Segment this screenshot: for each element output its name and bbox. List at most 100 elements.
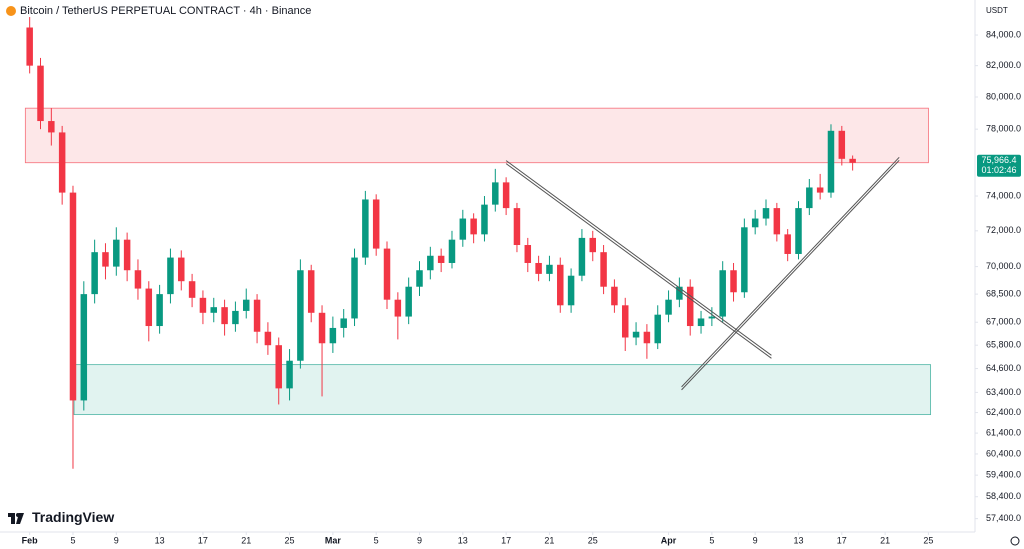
candle-body [686, 286, 694, 327]
currency-label: USDT [986, 6, 1008, 15]
candle-body [751, 218, 759, 228]
candle-body [632, 331, 640, 338]
candle-body [676, 286, 683, 300]
candle-body [502, 182, 510, 209]
candle-body [697, 318, 705, 327]
trend-line [505, 163, 772, 359]
candle-body [264, 331, 272, 346]
candle-body [600, 252, 607, 287]
candle-body [210, 307, 218, 313]
x-tick-label: 25 [285, 535, 295, 545]
candle-body [188, 281, 196, 298]
candle-body [795, 208, 802, 254]
candle-body [134, 270, 142, 289]
candle-body [297, 270, 304, 361]
y-tick-label: 60,400.0 [986, 448, 1021, 458]
candle-body [37, 65, 44, 122]
candle-body [123, 239, 131, 271]
candle-body [113, 239, 120, 267]
y-tick-label: 82,000.0 [986, 60, 1021, 70]
x-tick-label: Mar [325, 535, 342, 545]
candle-body [459, 218, 467, 240]
candle-body [513, 208, 521, 246]
trend-line [505, 160, 772, 356]
y-tick-label: 59,400.0 [986, 470, 1021, 480]
x-tick-label: 17 [501, 535, 511, 545]
trend-line [681, 156, 900, 388]
candle-body [362, 199, 369, 258]
candle-body [741, 227, 748, 293]
candle-body [730, 270, 737, 293]
candle-body [643, 331, 651, 344]
candle-body [329, 327, 337, 344]
candle-body [307, 270, 315, 313]
brand-logo: TradingView [8, 509, 114, 525]
candle-body [405, 286, 412, 317]
candle-body [546, 264, 553, 274]
candle-body [708, 316, 716, 319]
candle-body [762, 208, 770, 219]
zone [73, 364, 932, 416]
candle-body [102, 252, 109, 267]
y-tick-label: 64,600.0 [986, 363, 1021, 373]
x-tick-label: 17 [198, 535, 208, 545]
candle-body [611, 286, 618, 306]
candle-body [286, 360, 293, 389]
candle-body [665, 299, 672, 315]
candle-body [178, 257, 185, 282]
logo-shape [16, 513, 20, 517]
candle-body [253, 299, 261, 332]
x-tick-label: 9 [114, 535, 119, 545]
candle-body [567, 275, 575, 306]
y-tick-label: 57,400.0 [986, 513, 1021, 523]
y-tick-label: 65,800.0 [986, 340, 1021, 350]
x-tick-label: 21 [241, 535, 251, 545]
candle-body [448, 239, 456, 263]
candle-body [427, 255, 434, 271]
candle-body [773, 208, 781, 235]
candle-body [69, 192, 77, 401]
candle-body [156, 294, 163, 327]
y-tick-label: 62,400.0 [986, 407, 1021, 417]
x-tick-label: 5 [70, 535, 75, 545]
candle-body [318, 312, 326, 344]
candle-body [199, 297, 207, 313]
y-tick-label: 78,000.0 [986, 124, 1021, 134]
candle-body [524, 245, 532, 263]
candle-body [145, 288, 153, 327]
zone [24, 107, 929, 164]
y-tick-label: 61,400.0 [986, 427, 1021, 437]
candle-body [578, 237, 586, 276]
logo-shape [16, 513, 24, 524]
x-tick-label: 13 [155, 535, 165, 545]
candle-body [26, 27, 33, 66]
candle-body [784, 234, 791, 254]
y-tick-label: 84,000.0 [986, 29, 1021, 39]
x-tick-label: 5 [709, 535, 714, 545]
x-tick-label: 5 [374, 535, 379, 545]
brand-name: TradingView [32, 509, 114, 525]
candle-body [838, 130, 846, 159]
y-tick-label: 80,000.0 [986, 91, 1021, 101]
plot-area [24, 17, 932, 469]
candle-body [849, 158, 856, 163]
x-tick-label: 25 [923, 535, 933, 545]
y-tick-label: 68,500.0 [986, 288, 1021, 298]
price-label: 75,966.4 [981, 155, 1016, 165]
candle-body [827, 130, 835, 193]
settings-icon[interactable] [1010, 536, 1020, 546]
candle-body [437, 255, 445, 263]
candle-body [481, 204, 488, 235]
x-tick-label: 9 [753, 535, 758, 545]
candle-body [589, 237, 597, 253]
candle-body [719, 270, 726, 317]
candle-body [221, 307, 228, 325]
candle-body [372, 199, 380, 249]
candle-body [167, 257, 174, 295]
candle-body [470, 218, 477, 235]
candle-body [80, 294, 88, 401]
candle-body [621, 305, 629, 338]
candle-body [340, 318, 347, 328]
